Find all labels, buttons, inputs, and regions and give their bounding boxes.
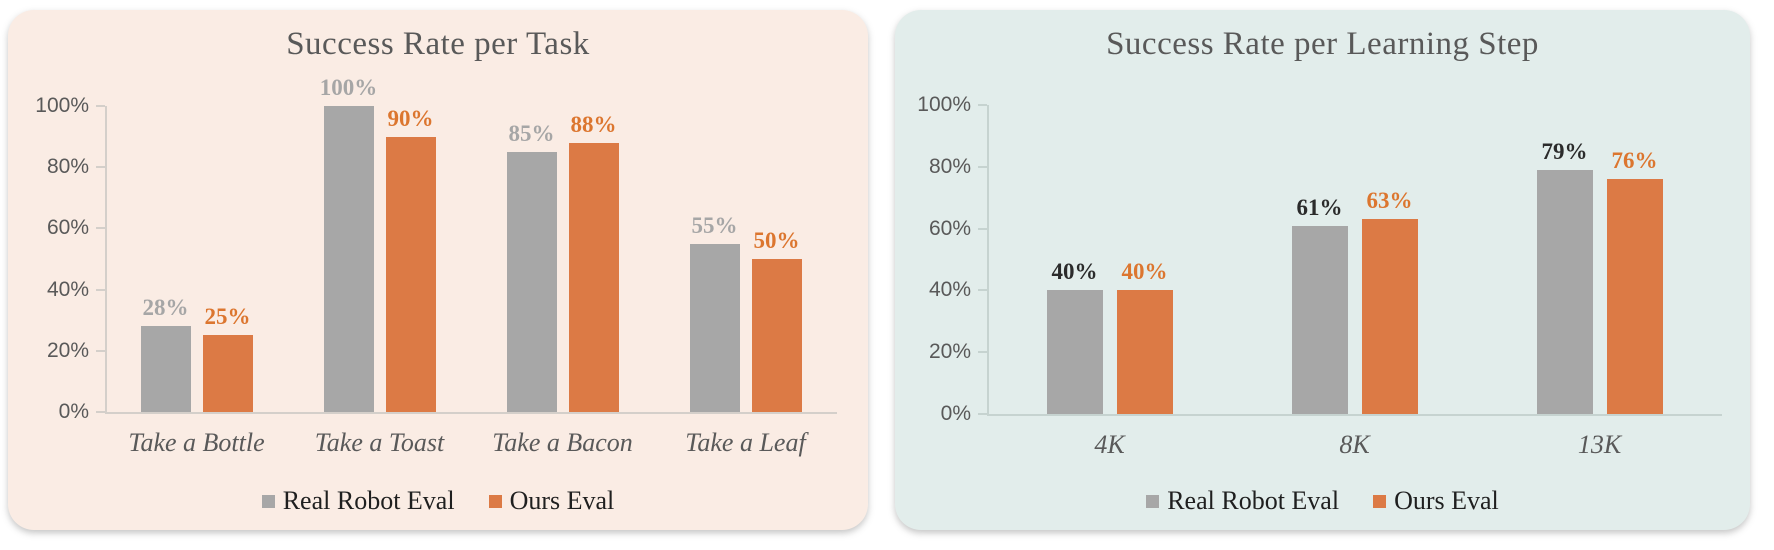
data-label-ours-eval: 40% [1121, 259, 1168, 284]
bar-ours-eval: 90% [385, 107, 436, 412]
y-axis-tick [978, 289, 987, 292]
bar-real-robot-eval: 40% [1046, 260, 1103, 414]
y-axis-label: 20% [46, 338, 89, 362]
x-axis-label: Take a Bottle [128, 428, 265, 457]
x-axis-label: Take a Toast [314, 428, 445, 457]
x-axis-label: Take a Bacon [492, 428, 633, 457]
legend-swatch-ours-eval [488, 494, 502, 508]
x-axis-label: 8K [1339, 430, 1370, 459]
y-axis-label: 100% [917, 93, 971, 116]
bar-ours-eval: 88% [568, 113, 619, 412]
y-axis-label: 40% [928, 278, 971, 302]
task-chart-card: Success Rate per Task 0% 20% 40% 60% 80% 100%… [8, 10, 868, 530]
legend-item-ours-eval: Ours Eval [488, 486, 615, 515]
data-label-real-robot-eval: 40% [1051, 259, 1098, 284]
data-label-ours-eval: 25% [204, 304, 251, 329]
bar-ours-eval: 50% [751, 229, 802, 412]
data-label-real-robot-eval: 85% [508, 121, 555, 146]
legend-label-real-robot-eval: Real Robot Eval [1167, 486, 1340, 515]
y-axis-label: 80% [46, 155, 89, 179]
y-axis-tick [96, 105, 105, 107]
bar-ours-eval: 25% [202, 305, 253, 412]
x-axis-label: Take a Leaf [685, 428, 806, 457]
y-axis-tick [978, 227, 987, 230]
y-axis-tick [96, 288, 105, 291]
legend-item-real-robot-eval: Real Robot Eval [261, 486, 455, 515]
legend-label-ours-eval: Ours Eval [1394, 486, 1499, 515]
task-chart-legend: Real Robot Eval Ours Eval [8, 488, 868, 514]
bar-ours-eval: 63% [1361, 189, 1418, 414]
y-axis-label: 80% [928, 154, 971, 178]
y-axis-tick [978, 165, 987, 168]
y-axis-label: 40% [46, 277, 89, 301]
x-axis-label: 13K [1577, 430, 1622, 459]
data-label-ours-eval: 76% [1611, 148, 1658, 173]
task-chart-title: Success Rate per Task [286, 26, 590, 62]
data-label-real-robot-eval: 55% [691, 213, 738, 238]
y-axis-tick [96, 411, 105, 413]
y-axis-label: 20% [928, 340, 971, 364]
bar-real-robot-eval: 28% [140, 296, 191, 412]
learning-step-chart-card: Success Rate per Learning Step 0% 20% 40% 6… [895, 10, 1750, 530]
y-axis-tick [96, 227, 105, 230]
y-axis-line [987, 105, 989, 414]
y-axis-tick [978, 104, 987, 106]
legend-swatch-real-robot-eval [1146, 494, 1160, 508]
y-axis-label: 60% [928, 216, 971, 240]
task-chart-plot-area: 0% 20% 40% 60% 80% 100% 28% 25% Take a Bottle 100… [8, 10, 868, 530]
bar-ours-eval: 76% [1606, 149, 1663, 414]
y-axis-label: 0% [58, 400, 89, 423]
x-axis-line [105, 412, 837, 414]
data-label-ours-eval: 88% [570, 112, 617, 137]
y-axis-label: 60% [46, 216, 89, 240]
legend-item-ours-eval: Ours Eval [1373, 488, 1499, 514]
bar-real-robot-eval: 79% [1536, 140, 1593, 414]
legend-label-real-robot-eval: Real Robot Eval [282, 486, 455, 515]
data-label-ours-eval: 90% [387, 106, 434, 131]
bar-real-robot-eval: 100% [320, 76, 377, 412]
data-label-real-robot-eval: 61% [1296, 195, 1343, 220]
data-label-ours-eval: 50% [753, 228, 800, 253]
learning-step-chart-legend: Real Robot Eval Ours Eval [895, 488, 1750, 514]
y-axis-tick [96, 349, 105, 352]
data-label-ours-eval: 63% [1366, 188, 1413, 213]
legend-swatch-real-robot-eval [261, 494, 275, 508]
y-axis-line [105, 106, 107, 412]
data-label-real-robot-eval: 100% [319, 75, 378, 100]
y-axis-tick [96, 166, 105, 169]
data-label-real-robot-eval: 79% [1541, 139, 1588, 164]
learning-step-chart-title: Success Rate per Learning Step [1106, 26, 1539, 62]
bar-real-robot-eval: 61% [1291, 196, 1348, 414]
y-axis-tick [978, 413, 987, 415]
bar-ours-eval: 40% [1116, 260, 1173, 414]
learning-step-chart-plot-area: 0% 20% 40% 60% 80% 100% 40% 40% 4K 61% 63% 8K 79% 76%… [895, 10, 1750, 530]
y-axis-label: 0% [940, 402, 971, 425]
bar-real-robot-eval: 85% [506, 122, 557, 412]
x-axis-line [987, 414, 1722, 416]
data-label-real-robot-eval: 28% [142, 295, 189, 320]
y-axis-tick [978, 351, 987, 354]
legend-label-ours-eval: Ours Eval [509, 486, 615, 515]
y-axis-label: 100% [35, 94, 89, 117]
x-axis-label: 4K [1094, 430, 1125, 459]
bar-real-robot-eval: 55% [689, 214, 740, 412]
legend-item-real-robot-eval: Real Robot Eval [1146, 488, 1339, 514]
legend-swatch-ours-eval [1373, 494, 1387, 508]
